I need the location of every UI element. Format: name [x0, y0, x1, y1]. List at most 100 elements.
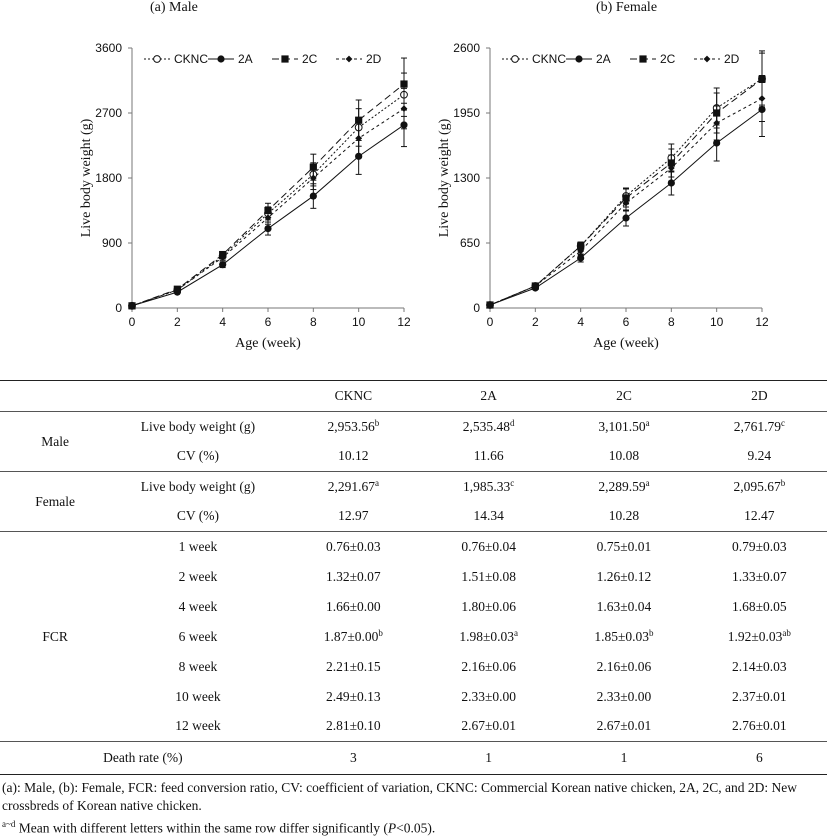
- table-cell: 2.21±0.15: [286, 652, 421, 682]
- significance-letter: b: [378, 628, 383, 638]
- table-cell: 12.97: [285, 501, 421, 532]
- cell-value: 2.67±0.01: [461, 718, 516, 734]
- x-tick-label: 0: [129, 315, 136, 329]
- fcr-row: 6 week 1.87±0.00b 1.98±0.03a 1.85±0.03b 1.92…: [0, 622, 827, 652]
- male-row: CV (%) 10.12 11.66 10.08 9.24: [0, 441, 827, 472]
- death-rate-label: Death rate (%): [0, 741, 286, 775]
- cell-value: 2.33±0.00: [596, 688, 652, 704]
- death-rate-cknc: 3: [285, 741, 421, 775]
- cell-value: 1.26±0.12: [596, 568, 652, 584]
- series-line: [131, 83, 405, 307]
- data-point: [577, 242, 585, 250]
- cell-value: 1.92±0.03: [727, 629, 783, 644]
- cell-value: 1.32±0.07: [326, 568, 381, 584]
- table-cell: 2.67±0.01: [421, 711, 557, 742]
- legend-label: 2C: [302, 52, 318, 66]
- cell-value: 2.16±0.06: [596, 658, 652, 674]
- table-cell: 10.28: [556, 501, 692, 532]
- table-cell: 1.66±0.00: [286, 592, 421, 622]
- table-cell: 0.75±0.01: [556, 532, 691, 562]
- series-line: [131, 94, 405, 307]
- cell-value: 12.47: [744, 508, 775, 524]
- cell-value: 10.12: [338, 448, 369, 464]
- x-axis-title: Age (week): [593, 336, 659, 351]
- series-2c: [486, 52, 766, 309]
- data-point: [219, 254, 227, 261]
- row-label: CV (%): [110, 441, 286, 472]
- table-cell: 12.47: [691, 501, 827, 532]
- data-point: [128, 302, 136, 310]
- panel-b-title: (b) Female: [596, 0, 658, 15]
- cell-value: 2.76±0.01: [731, 718, 787, 734]
- cell-value: 3,101.50: [598, 419, 646, 435]
- footnote-letters-text: Mean with different letters within the s…: [15, 820, 388, 836]
- x-axis-title: Age (week): [235, 336, 301, 351]
- cell-value: 1.63±0.04: [596, 598, 652, 614]
- footnote-abbreviations: (a): Male, (b): Female, FCR: feed conver…: [2, 780, 798, 813]
- table-cell: 2.33±0.00: [556, 682, 691, 712]
- cell-value: 1,985.33: [463, 479, 511, 495]
- table-cell: 3,101.50a: [556, 412, 691, 442]
- cell-value: 0.76±0.03: [326, 538, 381, 554]
- data-point: [264, 224, 272, 233]
- fcr-row: 2 week 1.32±0.07 1.51±0.08 1.26±0.12 1.33±0.…: [0, 562, 827, 592]
- header-2d: 2D: [691, 380, 827, 412]
- x-tick-label: 4: [219, 315, 226, 329]
- significance-letter: d: [510, 418, 515, 429]
- y-tick-label: 0: [473, 301, 480, 315]
- legend-marker: [703, 55, 711, 63]
- table-cell: 0.79±0.03: [692, 532, 827, 562]
- row-label: 10 week: [175, 688, 221, 704]
- y-axis-title: Live body weight (g): [437, 118, 452, 237]
- data-point: [577, 254, 585, 262]
- cell-value: 1.66±0.00: [326, 598, 381, 614]
- cell-value: 14.34: [473, 508, 504, 524]
- male-weight-chart: 0 900 1800 2700 3600 0 2 4 6 8 10 12 Age (week) Live …: [79, 41, 410, 351]
- cell-value: 2,535.48: [462, 419, 511, 435]
- fcr-row: 10 week 2.49±0.13 2.33±0.00 2.33±0.00 2.37±0…: [0, 682, 827, 712]
- row-label: 6 week: [178, 628, 218, 644]
- table-cell: 2.16±0.06: [556, 652, 691, 682]
- y-tick-label: 1300: [453, 171, 480, 185]
- data-point: [622, 199, 630, 207]
- data-point: [486, 301, 494, 309]
- table-cell: 14.34: [421, 501, 557, 532]
- legend-label: CKNC: [174, 52, 208, 66]
- table-cell: 1.80±0.06: [421, 592, 556, 622]
- data-point: [758, 95, 766, 102]
- cell-value: 1.85±0.03: [594, 629, 650, 644]
- table-cell: 0.76±0.03: [286, 532, 421, 562]
- cell-value: 0.75±0.01: [596, 538, 652, 554]
- female-group: Female Live body weight (g) 2,291.67a 1,985…: [0, 471, 827, 532]
- table-cell: 10.08: [556, 441, 692, 472]
- significance-letter: b: [780, 478, 786, 489]
- significance-letter: c: [510, 478, 515, 489]
- fcr-row: FCR 1 week 0.76±0.03 0.76±0.04 0.75±0.01 0.79…: [0, 531, 827, 742]
- female-row: Female Live body weight (g) 2,291.67a 1,985…: [0, 471, 827, 532]
- row-label: 12 week: [110, 711, 286, 742]
- cell-value: 2,761.79: [733, 419, 781, 435]
- row-label: Live body weight (g): [140, 418, 256, 434]
- row-label: Live body weight (g): [140, 478, 256, 494]
- header-2a: 2A: [421, 380, 557, 412]
- legend: CKNC 2A 2C 2D: [502, 52, 740, 66]
- cell-value: 2.49±0.13: [326, 688, 381, 704]
- table-cell: 1.32±0.07: [286, 562, 421, 592]
- data-point: [400, 105, 408, 112]
- cell-value: 2,289.59: [598, 479, 646, 495]
- significance-letter: c: [780, 418, 785, 429]
- x-tick-label: 6: [265, 315, 272, 329]
- death-rate-2c: 1: [556, 741, 692, 775]
- data-point: [577, 247, 585, 255]
- y-tick-label: 2600: [453, 41, 480, 55]
- legend-marker: [639, 55, 647, 63]
- table-cell: 2,761.79c: [692, 412, 827, 442]
- cell-value: 2.16±0.06: [461, 658, 516, 674]
- table-cell: 2.49±0.13: [286, 682, 421, 712]
- series-2d: [486, 75, 766, 309]
- x-tick-label: 4: [577, 315, 584, 329]
- table-cell: 1.92±0.03ab: [692, 622, 827, 652]
- table-cell: 2,535.48d: [421, 412, 556, 442]
- data-point: [173, 286, 181, 294]
- x-tick-label: 10: [352, 315, 366, 329]
